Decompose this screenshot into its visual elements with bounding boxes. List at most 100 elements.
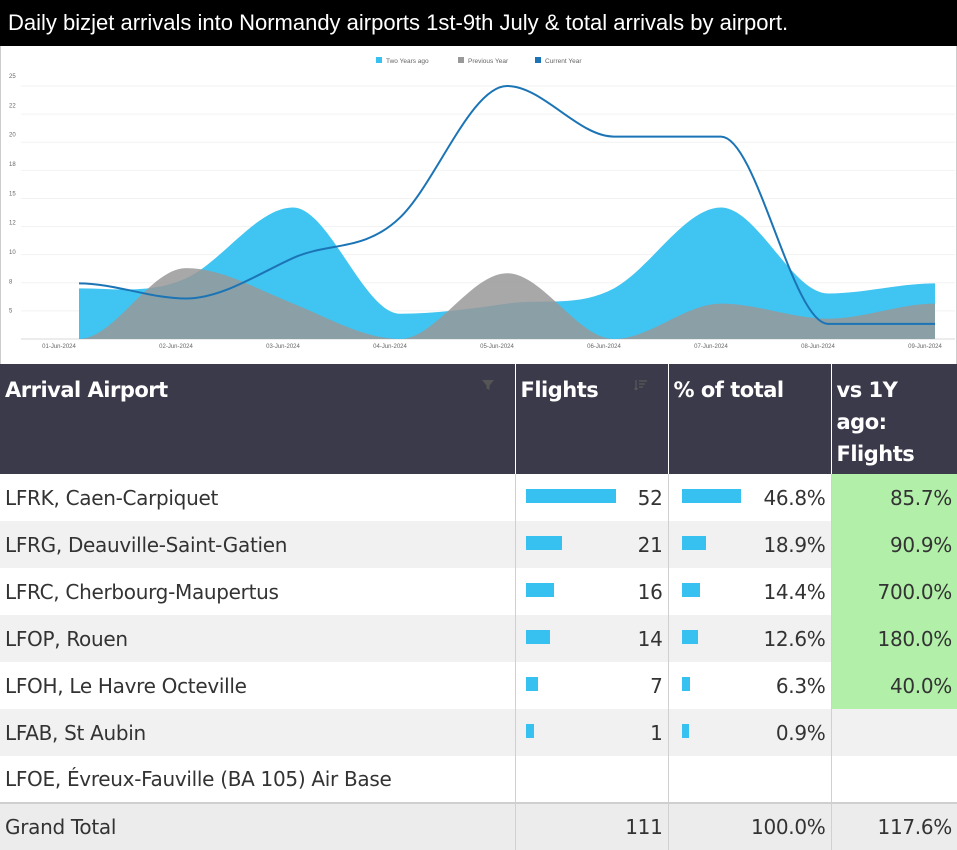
grand-total-label: Grand Total <box>0 802 515 850</box>
pct-bar <box>681 489 741 503</box>
flights-bar <box>525 489 616 503</box>
current-year-line <box>78 84 935 325</box>
flights-cell: 52 <box>514 474 668 521</box>
pct-cell: 46.8% <box>667 474 831 521</box>
vs-cell: 85.7% <box>830 474 957 521</box>
x-tick-label: 08-Jun-2024 <box>801 344 835 350</box>
y-tick-label: 20 <box>9 133 16 139</box>
pct-bar <box>681 583 700 597</box>
filter-icon[interactable] <box>481 378 495 392</box>
grand-total-row: Grand Total 111 100.0% 117.6% <box>0 802 957 850</box>
flights-value: 16 <box>637 579 663 604</box>
x-tick-label: 02-Jun-2024 <box>159 344 193 350</box>
vs-cell: 180.0% <box>830 615 957 662</box>
flights-cell: 14 <box>514 615 668 662</box>
two-years-ago-legend-swatch[interactable] <box>376 57 382 63</box>
airport-cell: LFRK, Caen-Carpiquet <box>5 485 219 510</box>
flights-bar <box>525 536 562 550</box>
column-header-flights-label: Flights <box>520 378 599 402</box>
vs-cell <box>830 756 957 803</box>
pct-cell: 12.6% <box>667 615 831 662</box>
pct-cell: 6.3% <box>667 662 831 709</box>
two-years-ago-legend-label[interactable]: Two Years ago <box>386 58 429 65</box>
sort-icon[interactable] <box>633 378 648 392</box>
grand-total-flights: 111 <box>514 802 668 850</box>
airport-cell: LFOH, Le Havre Octeville <box>5 673 247 698</box>
grand-total-vs: 117.6% <box>830 802 957 850</box>
x-tick-label: 09-Jun-2024 <box>908 344 942 350</box>
vs-cell: 40.0% <box>830 662 957 709</box>
previous-year-area <box>79 268 935 339</box>
x-tick-label: 04-Jun-2024 <box>373 344 407 350</box>
previous-year-legend-label[interactable]: Previous Year <box>468 58 509 65</box>
flights-bar <box>525 630 550 644</box>
pct-value: 46.8% <box>763 485 826 510</box>
flights-value: 7 <box>650 673 663 698</box>
flights-value: 21 <box>637 532 663 557</box>
pct-bar <box>681 630 698 644</box>
column-header-flights[interactable]: Flights <box>514 364 668 474</box>
vs-cell <box>830 709 957 756</box>
y-tick-label: 22 <box>9 103 16 109</box>
x-tick-label: 01-Jun-2024 <box>42 344 76 350</box>
pct-cell: 14.4% <box>667 568 831 615</box>
flights-bar <box>525 724 534 738</box>
column-header-vs[interactable]: vs 1Y ago: Flights <box>830 364 957 474</box>
column-header-airport-label: Arrival Airport <box>5 378 168 402</box>
table-row[interactable]: LFRG, Deauville-Saint-Gatien 21 18.9% 90.9% <box>0 521 957 568</box>
y-tick-label: 12 <box>9 221 16 227</box>
previous-year-legend-swatch[interactable] <box>458 57 464 63</box>
current-year-legend-swatch[interactable] <box>535 57 541 63</box>
airport-cell: LFOE, Évreux-Fauville (BA 105) Air Base <box>5 767 392 791</box>
x-tick-label: 03-Jun-2024 <box>266 344 300 350</box>
area-chart: 25 22 20 18 15 12 10 8 5 01-Jun-2024 02-Jun-2024 03… <box>9 57 955 350</box>
pct-value: 6.3% <box>775 673 826 698</box>
grand-total-pct: 100.0% <box>667 802 831 850</box>
flights-cell <box>514 756 668 803</box>
airport-cell: LFRG, Deauville-Saint-Gatien <box>0 521 515 568</box>
flights-bar <box>525 677 538 691</box>
table-row[interactable]: LFRC, Cherbourg-Maupertus 16 14.4% 700.0% <box>0 568 957 615</box>
airport-cell: LFOP, Rouen <box>0 615 515 662</box>
pct-cell: 0.9% <box>667 709 831 756</box>
table-row[interactable]: LFRK, Caen-Carpiquet 52 46.8% 85.7% <box>0 474 957 521</box>
flights-value: 52 <box>637 485 663 510</box>
table-row[interactable]: LFOE, Évreux-Fauville (BA 105) Air Base <box>0 756 957 803</box>
pct-value: 12.6% <box>763 626 826 651</box>
vs-cell: 700.0% <box>830 568 957 615</box>
y-tick-label: 25 <box>9 74 16 80</box>
flights-cell: 1 <box>514 709 668 756</box>
y-tick-label: 15 <box>9 191 16 197</box>
pct-bar <box>681 536 706 550</box>
pct-bar <box>681 677 690 691</box>
flights-cell: 21 <box>514 521 668 568</box>
x-tick-label: 05-Jun-2024 <box>480 344 514 350</box>
column-header-vs-line2: Flights <box>836 442 915 466</box>
column-header-pct-label: % of total <box>673 378 785 402</box>
y-tick-label: 8 <box>9 279 13 285</box>
flights-value: 14 <box>637 626 663 651</box>
vs-cell: 90.9% <box>830 521 957 568</box>
column-header-pct[interactable]: % of total <box>667 364 831 474</box>
column-header-airport[interactable]: Arrival Airport <box>0 364 515 474</box>
table-row[interactable]: LFOH, Le Havre Octeville 7 6.3% 40.0% <box>0 662 957 709</box>
current-year-legend-label[interactable]: Current Year <box>545 58 582 65</box>
pct-cell: 18.9% <box>667 521 831 568</box>
column-header-vs-line1: vs 1Y ago: <box>836 378 898 434</box>
table-row[interactable]: LFOP, Rouen 14 12.6% 180.0% <box>0 615 957 662</box>
x-tick-label: 07-Jun-2024 <box>694 344 728 350</box>
x-tick-label: 06-Jun-2024 <box>587 344 621 350</box>
pct-value: 18.9% <box>763 532 826 557</box>
pct-value: 14.4% <box>763 579 826 604</box>
flights-value: 1 <box>650 720 663 745</box>
y-tick-label: 10 <box>9 250 16 256</box>
airport-cell: LFRC, Cherbourg-Maupertus <box>5 579 279 604</box>
airport-cell: LFAB, St Aubin <box>0 709 515 756</box>
table-row[interactable]: LFAB, St Aubin 1 0.9% <box>0 709 957 756</box>
chart-container: 25 22 20 18 15 12 10 8 5 01-Jun-2024 02-Jun-2024 03… <box>0 46 957 364</box>
y-tick-label: 5 <box>9 309 13 315</box>
airport-table: Arrival Airport Flights % of total vs 1Y… <box>0 364 957 850</box>
flights-cell: 7 <box>514 662 668 709</box>
flights-bar <box>525 583 554 597</box>
y-tick-label: 18 <box>9 162 16 168</box>
